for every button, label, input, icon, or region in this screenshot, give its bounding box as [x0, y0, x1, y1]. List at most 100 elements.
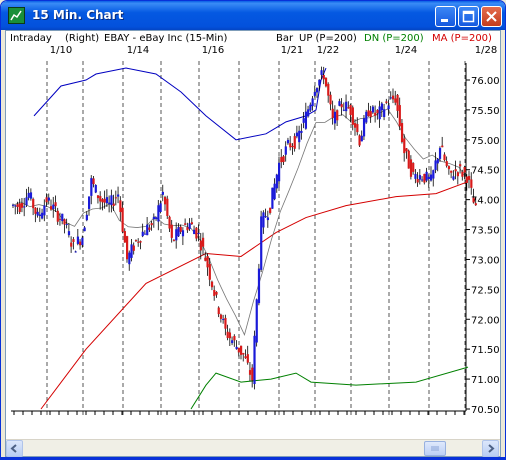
price-bar	[418, 175, 422, 180]
price-bar	[217, 307, 220, 315]
close-icon	[486, 11, 497, 22]
price-bar	[345, 101, 348, 112]
y-tick-label: 74.00	[471, 196, 500, 207]
price-bar	[67, 231, 71, 236]
price-bar	[264, 216, 267, 218]
price-bar	[152, 216, 156, 220]
price-bar	[14, 205, 17, 207]
price-bar	[255, 299, 258, 343]
price-chart[interactable]: 1/10 1/14 1/16 1/21 1/22 1/24 1/28 76.00 75.50 75…	[6, 31, 500, 439]
horizontal-scrollbar[interactable]	[6, 439, 500, 457]
price-bar	[164, 196, 167, 205]
minimize-icon	[441, 19, 448, 22]
x-tick-label: 1/28	[475, 45, 497, 56]
price-bar	[360, 135, 363, 142]
price-bar	[150, 223, 153, 226]
price-bar	[389, 97, 392, 99]
price-bar	[96, 195, 100, 199]
price-bar	[286, 139, 290, 144]
price-bar	[110, 195, 113, 205]
scroll-right-button[interactable]	[482, 440, 499, 457]
price-bar	[123, 231, 126, 243]
price-bar	[32, 198, 35, 209]
price-bar	[208, 264, 211, 280]
price-bar	[155, 217, 158, 220]
price-bar	[470, 179, 473, 188]
window-frame-bottom	[1, 457, 505, 459]
chart-app-icon[interactable]	[8, 7, 25, 24]
price-bar	[412, 162, 415, 172]
price-bar	[369, 111, 372, 118]
price-bar	[85, 214, 88, 221]
price-bar	[228, 332, 232, 339]
price-bar	[398, 105, 401, 127]
price-bar	[374, 112, 377, 116]
price-bar	[262, 212, 265, 228]
price-bar	[58, 218, 62, 220]
price-bar	[331, 108, 334, 119]
minimize-button[interactable]	[435, 6, 456, 27]
price-bar	[170, 224, 173, 238]
price-bar	[199, 240, 202, 251]
price-bar	[175, 229, 178, 241]
price-bar	[188, 223, 191, 229]
x-tick-label: 1/24	[395, 45, 417, 56]
price-bar	[88, 196, 91, 209]
arrow-left-icon	[10, 444, 17, 453]
price-bar	[309, 104, 312, 111]
price-bar	[336, 110, 339, 121]
close-button[interactable]	[481, 6, 502, 27]
price-bar	[81, 237, 84, 246]
price-bar	[117, 194, 120, 197]
price-bar	[213, 290, 216, 296]
price-bar	[12, 204, 15, 206]
price-bar	[385, 101, 388, 103]
price-bar	[63, 219, 66, 225]
price-bar	[231, 340, 234, 344]
price-bar	[65, 223, 68, 225]
price-bar	[130, 244, 133, 258]
price-bar	[197, 232, 200, 234]
maximize-button[interactable]	[458, 6, 479, 27]
price-bar	[383, 109, 386, 118]
price-bar	[70, 242, 73, 247]
price-bar	[47, 197, 50, 201]
price-bar	[434, 160, 437, 171]
price-bar	[226, 331, 229, 338]
price-bar	[403, 138, 406, 154]
title-bar[interactable]: 15 Min. Chart	[1, 1, 505, 30]
symbol-description: EBAY - eBay Inc (15-Min)	[104, 33, 228, 44]
price-bar	[365, 111, 368, 123]
price-bar	[219, 314, 223, 319]
price-bar	[416, 179, 419, 183]
price-bar	[132, 245, 135, 251]
price-bar	[318, 79, 321, 86]
price-bar	[45, 197, 48, 203]
price-bar	[222, 319, 225, 321]
price-bar	[101, 199, 104, 203]
scroll-thumb[interactable]	[424, 441, 446, 456]
price-bar	[291, 145, 294, 147]
price-bar	[358, 135, 361, 146]
price-bar	[240, 345, 243, 355]
price-bar	[307, 109, 310, 117]
scroll-left-button[interactable]	[6, 440, 23, 457]
price-bar	[273, 183, 276, 200]
price-bar	[329, 94, 332, 105]
price-bar	[474, 203, 477, 206]
price-bar	[166, 198, 169, 216]
price-bar	[427, 176, 430, 180]
price-bar	[454, 169, 457, 172]
price-bar	[50, 206, 53, 210]
price-bar	[193, 229, 196, 235]
price-bar	[430, 174, 433, 181]
price-bar	[177, 227, 180, 237]
price-bar	[271, 187, 274, 209]
price-bar	[340, 104, 343, 108]
price-bar	[304, 111, 308, 129]
dn-band-line	[190, 366, 469, 410]
price-bar	[313, 91, 316, 96]
price-bar	[224, 317, 227, 329]
price-bar	[445, 161, 448, 166]
